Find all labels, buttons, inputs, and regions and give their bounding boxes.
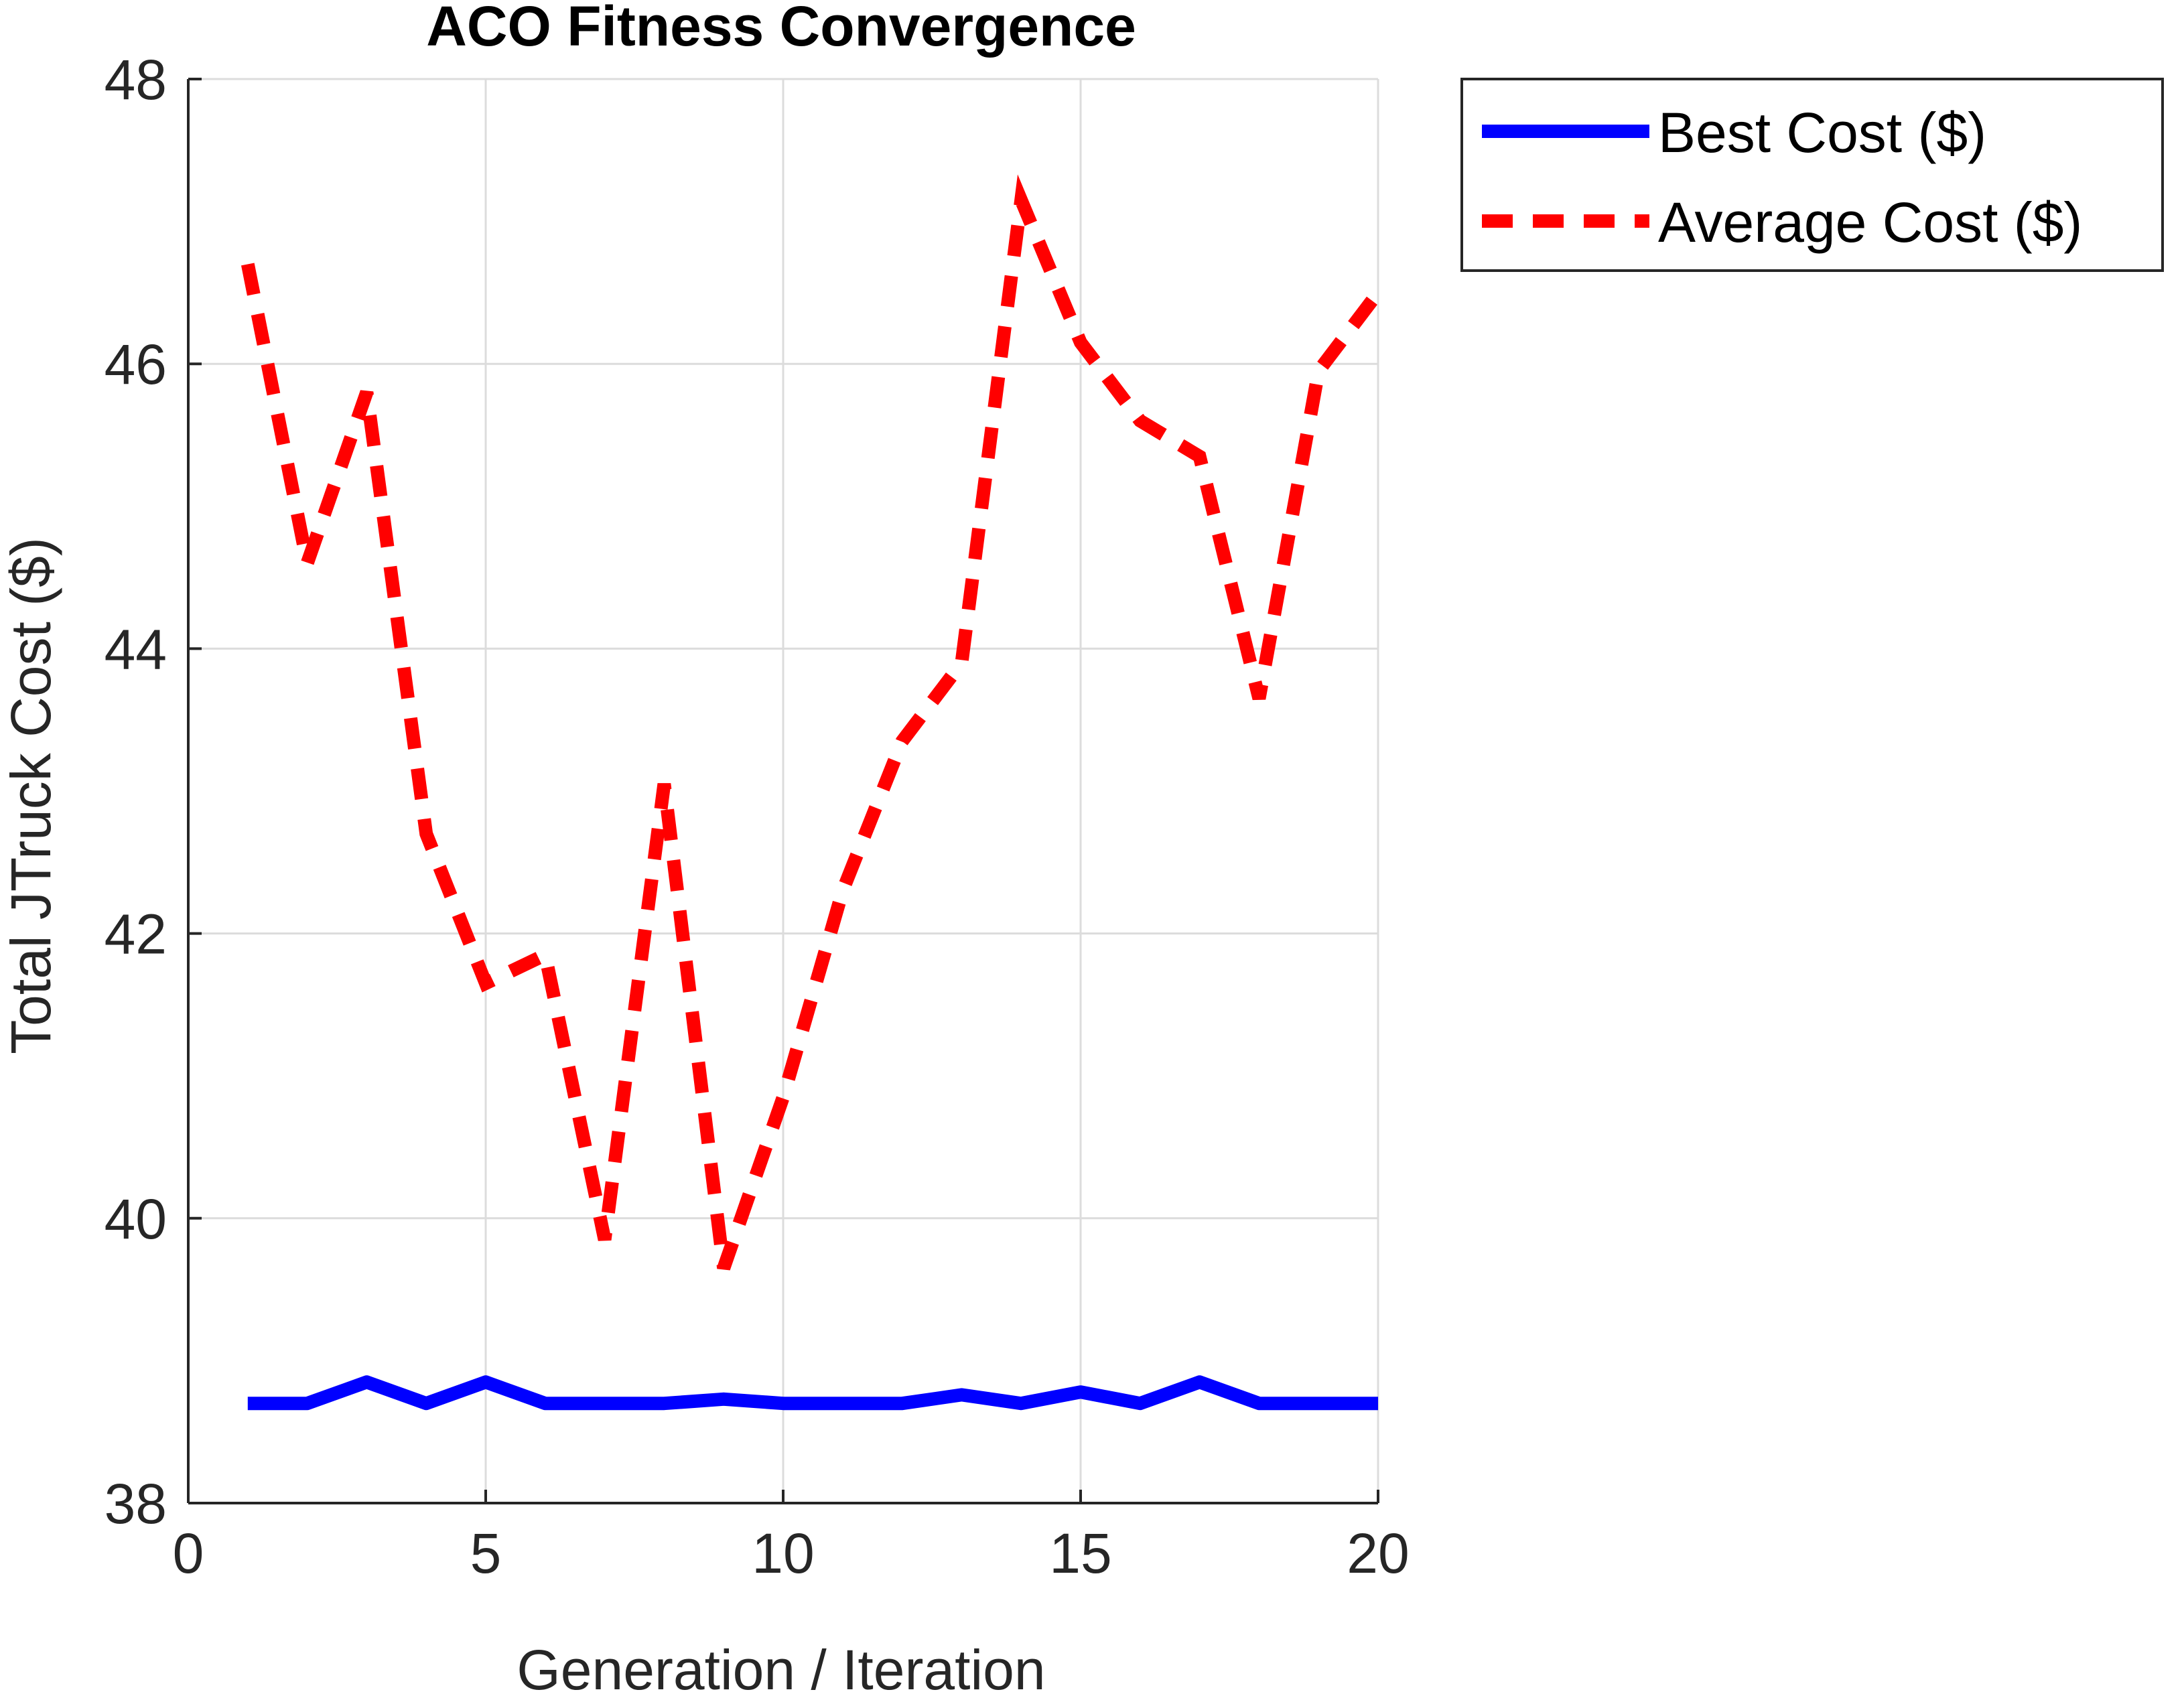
best-cost-point [902,1403,903,1404]
average-cost-point [604,1239,606,1241]
x-tick-label: 15 [1049,1522,1111,1585]
average-cost-point [1318,370,1319,372]
legend-entry-average-cost: Average Cost ($) [1658,191,2082,254]
average-cost-point [1020,200,1022,201]
best-cost-point [723,1399,724,1400]
best-cost-point [1199,1381,1201,1383]
average-cost-point [1080,342,1081,343]
average-cost-point [485,983,486,984]
best-cost-point [604,1403,606,1404]
axes [187,78,1379,1504]
y-tick-label: 48 [105,48,167,111]
average-cost-point [842,890,843,892]
x-axis-label: Generation / Iteration [517,1638,1045,1695]
grid-lines [187,78,1379,1504]
average-cost-point [663,783,665,784]
tick-labels: 0 5 10 15 20 38 40 42 44 46 48 [105,48,1410,1585]
series-line-average-cost [241,174,1383,1271]
y-tick-label: 46 [105,333,167,396]
best-cost-point [1377,1403,1379,1404]
best-cost-point [961,1394,962,1395]
best-cost-point [545,1403,546,1404]
best-cost-point [366,1381,367,1383]
average-cost-point [425,833,427,835]
y-tick-label: 40 [105,1188,167,1251]
best-cost-point [1140,1403,1141,1404]
y-tick-label: 38 [105,1472,167,1535]
best-cost-point [1080,1391,1081,1393]
best-cost-point [1318,1403,1319,1404]
best-cost-point [425,1403,427,1404]
average-cost-point [1140,420,1141,421]
average-cost-point [1377,292,1379,293]
x-tick-label: 0 [173,1522,204,1585]
legend-entry-best-cost: Best Cost ($) [1658,101,1986,164]
average-cost-point [961,662,962,664]
average-cost-point [247,263,249,265]
average-cost-point [307,563,308,564]
best-cost-point [782,1403,784,1404]
x-tick-label: 20 [1347,1522,1409,1585]
best-cost-point [307,1403,308,1404]
y-tick-label: 42 [105,903,167,966]
best-cost-point [663,1403,665,1404]
average-cost-point [723,1267,724,1269]
best-cost-point [1258,1403,1259,1404]
average-cost-point [366,392,367,393]
series-lines [241,174,1383,1411]
best-cost-point [485,1381,486,1383]
chart-title: ACO Fitness Convergence [426,0,1136,58]
average-cost-point [1258,698,1259,699]
y-tick-label: 44 [105,618,167,681]
series-line-best-cost [247,1375,1378,1411]
average-cost-point [1199,455,1201,457]
average-cost-point [782,1096,784,1098]
x-tick-label: 5 [470,1522,502,1585]
y-axis-label: Total JTruck Cost ($) [0,537,62,1054]
best-cost-point [842,1403,843,1404]
average-cost-point [545,954,546,956]
legend-box [1460,78,2164,272]
best-cost-point [1020,1403,1022,1404]
best-cost-point [247,1403,249,1404]
legend: Best Cost ($) Average Cost ($) [1460,78,2164,272]
average-cost-point [902,741,903,742]
x-tick-label: 10 [752,1522,814,1585]
